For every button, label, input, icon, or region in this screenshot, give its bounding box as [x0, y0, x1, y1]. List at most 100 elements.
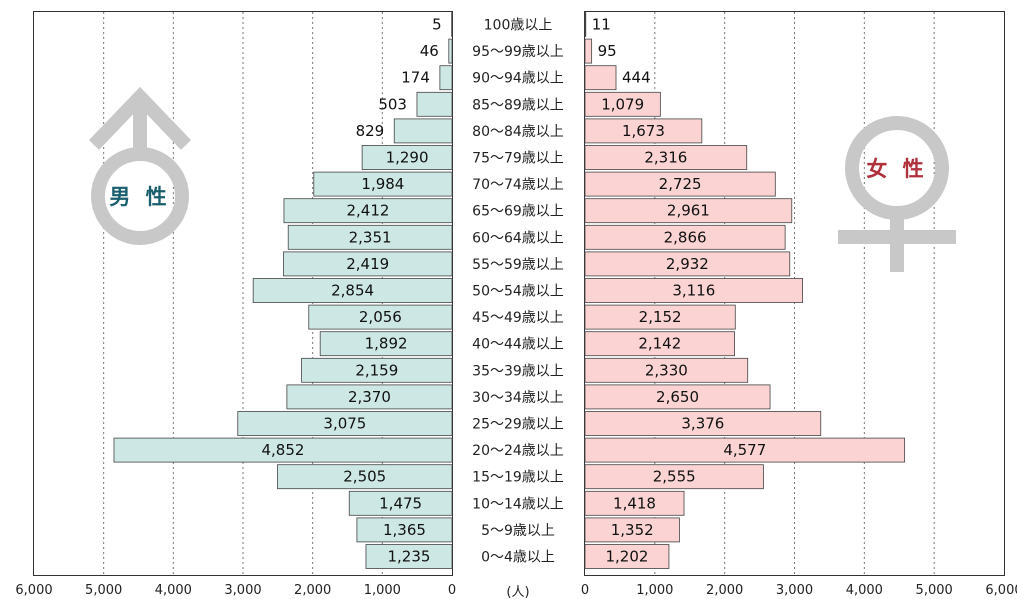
female-value-label: 444 [622, 69, 651, 87]
male-value-label: 2,505 [343, 468, 386, 486]
male-value-label: 2,419 [346, 255, 389, 273]
age-group-label: 20〜24歳以上 [472, 443, 564, 459]
female-bar [584, 517, 680, 543]
male-bar [393, 118, 453, 144]
female-value-label: 1,673 [622, 122, 665, 140]
female-bar [584, 331, 735, 357]
male-value-label: 2,056 [359, 308, 402, 326]
unit-label: (人) [506, 585, 529, 599]
male-value-label: 2,370 [348, 388, 391, 406]
x-tick-label-right: 3,000 [776, 583, 813, 598]
age-group-label: 95〜99歳以上 [472, 44, 564, 60]
age-group-label: 40〜44歳以上 [472, 337, 564, 353]
male-value-label: 829 [356, 122, 385, 140]
female-value-label: 2,725 [659, 175, 702, 193]
age-group-label: 10〜14歳以上 [472, 496, 564, 512]
x-tick-label-right: 4,000 [846, 583, 883, 598]
female-value-label: 95 [598, 42, 617, 60]
age-group-label: 70〜74歳以上 [472, 177, 564, 193]
x-tick-label-left: 6,000 [15, 583, 52, 598]
female-bar [584, 490, 685, 516]
male-value-label: 2,854 [331, 282, 374, 300]
male-symbol-icon [88, 86, 192, 245]
male-bar [113, 437, 453, 463]
male-value-label: 2,412 [347, 202, 390, 220]
male-value-label: 1,290 [386, 149, 429, 167]
age-group-label: 80〜84歳以上 [472, 124, 564, 140]
male-bar [356, 517, 453, 543]
female-value-label: 1,352 [611, 521, 654, 539]
x-tick-label-right: 6,000 [985, 583, 1017, 598]
male-bar [286, 384, 453, 410]
female-value-label: 2,142 [638, 335, 681, 353]
female-value-label: 2,866 [664, 228, 707, 246]
male-bar [287, 224, 453, 250]
male-bar [252, 278, 453, 303]
female-bar [584, 171, 776, 197]
female-bar [584, 198, 793, 224]
male-bar [416, 91, 453, 117]
female-bar [584, 304, 736, 330]
female-value-label: 3,116 [672, 282, 715, 300]
female-bar [584, 544, 670, 569]
female-bar [584, 12, 587, 37]
x-tick-label-right: 1,000 [636, 583, 673, 598]
female-symbol-icon [838, 116, 956, 272]
male-value-label: 1,365 [383, 521, 426, 539]
female-bar [584, 278, 804, 303]
female-bar [584, 65, 617, 91]
age-group-label: 100歳以上 [484, 18, 553, 34]
female-label: 女 性 [866, 157, 927, 181]
age-group-label: 55〜59歳以上 [472, 257, 564, 273]
female-bar [584, 224, 786, 250]
male-value-label: 3,075 [323, 415, 366, 433]
male-label: 男 性 [109, 185, 170, 209]
female-value-label: 2,316 [644, 149, 687, 167]
age-group-label: 35〜39歳以上 [472, 363, 564, 379]
male-bar [277, 464, 453, 490]
age-group-label: 90〜94歳以上 [472, 71, 564, 87]
male-bar [348, 490, 453, 516]
x-tick-label-left: 5,000 [85, 583, 122, 598]
age-group-label: 65〜69歳以上 [472, 204, 564, 220]
age-group-label: 5〜9歳以上 [481, 523, 555, 539]
female-value-label: 2,650 [656, 388, 699, 406]
male-value-label: 2,159 [355, 361, 398, 379]
x-tick-label-left: 0 [448, 583, 456, 598]
male-value-label: 1,235 [388, 548, 431, 566]
female-bar [584, 251, 791, 277]
male-bar [313, 171, 453, 197]
female-bar [584, 145, 748, 170]
male-bar [283, 251, 453, 277]
male-value-label: 174 [401, 69, 430, 87]
female-value-label: 1,418 [613, 494, 656, 512]
male-value-label: 5 [432, 16, 442, 34]
age-group-label: 50〜54歳以上 [472, 284, 564, 300]
x-tick-label-right: 0 [581, 583, 589, 598]
female-bar [584, 411, 822, 436]
male-value-label: 503 [378, 95, 407, 113]
female-bar [584, 118, 703, 144]
age-group-label: 0〜4歳以上 [481, 550, 555, 566]
male-bar [308, 304, 453, 330]
x-tick-label-right: 2,000 [706, 583, 743, 598]
x-tick-label-left: 2,000 [294, 583, 331, 598]
x-tick-label-right: 5,000 [916, 583, 953, 598]
female-bar [584, 464, 764, 490]
female-value-label: 2,330 [645, 361, 688, 379]
x-tick-label-left: 1,000 [364, 583, 401, 598]
female-bar [584, 357, 749, 383]
age-group-label: 30〜34歳以上 [472, 390, 564, 406]
male-bar [283, 198, 453, 224]
age-group-label: 45〜49歳以上 [472, 310, 564, 326]
age-group-label: 60〜64歳以上 [472, 230, 564, 246]
male-value-label: 46 [420, 42, 439, 60]
female-value-label: 11 [592, 16, 611, 34]
male-bar [237, 411, 453, 436]
female-value-label: 2,961 [667, 202, 710, 220]
female-value-label: 4,577 [723, 441, 766, 459]
female-value-label: 2,152 [639, 308, 682, 326]
male-value-label: 1,892 [365, 335, 408, 353]
male-value-label: 4,852 [262, 441, 305, 459]
